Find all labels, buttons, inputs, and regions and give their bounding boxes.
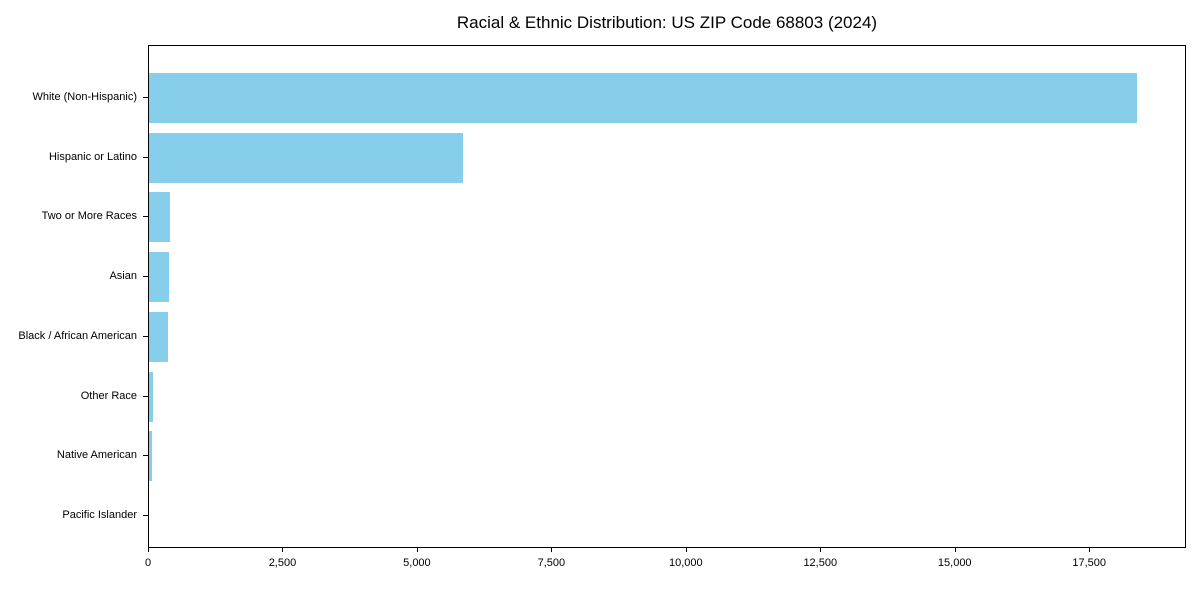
x-axis-tick-label: 2,500	[268, 557, 297, 569]
bar-two-or-more-races	[149, 192, 170, 243]
y-axis-label: Pacific Islander	[62, 508, 137, 521]
y-axis-tick	[143, 335, 148, 337]
x-axis-tick	[954, 548, 956, 552]
y-axis-label: Two or More Races	[41, 210, 137, 223]
x-axis-tick-label: 5,000	[403, 557, 431, 569]
x-axis-tick-label: 0	[144, 557, 152, 569]
y-axis-tick	[143, 276, 148, 278]
y-axis-tick	[143, 216, 148, 218]
x-axis-tick	[1089, 548, 1091, 552]
x-axis-tick-label: 12,500	[803, 557, 838, 569]
plot-area	[148, 45, 1186, 548]
x-axis-tick	[148, 548, 149, 552]
x-axis-tick-label: 10,000	[668, 557, 703, 569]
y-axis-label: Native American	[56, 449, 137, 462]
y-axis-tick	[143, 455, 148, 457]
y-axis-label: Other Race	[80, 389, 137, 402]
chart-title: Racial & Ethnic Distribution: US ZIP Cod…	[456, 13, 878, 32]
y-axis-tick	[143, 395, 148, 397]
bar-white-non-hispanic	[149, 73, 1138, 123]
y-axis-label: Hispanic or Latino	[48, 150, 137, 163]
x-axis-tick	[551, 548, 553, 552]
bar-hispanic-or-latino	[149, 132, 463, 183]
y-axis-tick	[143, 97, 148, 98]
x-axis-tick	[820, 548, 822, 552]
bar-native-american	[149, 431, 153, 482]
x-axis-tick	[685, 548, 687, 552]
x-axis-tick	[282, 548, 284, 552]
bar-black-african-american	[149, 311, 168, 362]
x-axis-tick-label: 17,500	[1072, 557, 1107, 569]
bar-other-race	[149, 371, 154, 422]
y-axis-label: White (Non-Hispanic)	[32, 91, 137, 103]
y-axis-label: Asian	[109, 270, 137, 283]
bar-asian	[149, 252, 169, 303]
y-axis-tick	[143, 514, 148, 516]
y-axis-tick	[143, 156, 148, 158]
x-axis-tick-label: 7,500	[537, 557, 566, 569]
x-axis-tick	[416, 548, 418, 552]
x-axis-tick-label: 15,000	[937, 557, 972, 569]
y-axis-label: Black / African American	[18, 329, 137, 342]
